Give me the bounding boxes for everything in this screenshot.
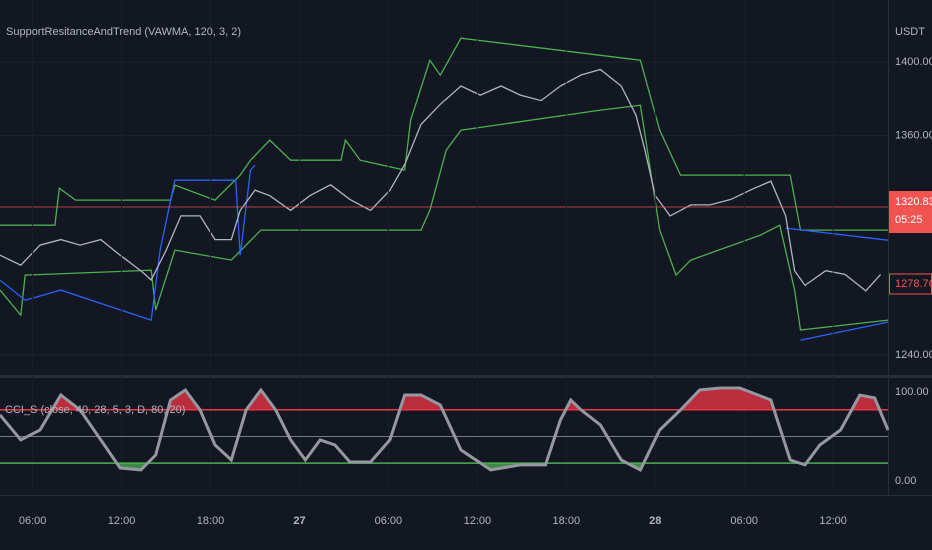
currency: USDT <box>895 26 925 38</box>
series-line <box>0 104 889 331</box>
indicator-title: SupportResitanceAndTrend (VAWMA, 120, 3,… <box>6 26 241 38</box>
series-line <box>0 68 882 292</box>
series-line <box>0 164 889 321</box>
price-marker-label: 1278.76 <box>895 278 932 290</box>
last-price-label: 1320.83 <box>895 196 932 208</box>
y-tick-label: 1400.00 <box>895 56 932 68</box>
level-fill <box>0 388 888 410</box>
x-tick-label: 06:00 <box>730 515 758 527</box>
series-line <box>800 321 889 341</box>
y-tick-label: 0.00 <box>895 475 916 487</box>
oscillator-title: CCI_S (close, 40, 28, 5, 3, D, 80, 20) <box>5 404 185 416</box>
x-tick-label: 12:00 <box>819 515 847 527</box>
x-tick-label: 12:00 <box>108 515 136 527</box>
last-price-tag <box>889 191 932 234</box>
oscillator-line <box>0 386 890 472</box>
x-tick-label: 27 <box>293 515 305 527</box>
y-tick-label: 1360.00 <box>895 129 932 141</box>
x-tick-label: 18:00 <box>197 515 225 527</box>
x-tick-label: 06:00 <box>375 515 403 527</box>
x-tick-label: 12:00 <box>464 515 492 527</box>
x-tick-label: 18:00 <box>553 515 581 527</box>
countdown-label: 05:25 <box>895 214 923 226</box>
x-tick-label: 06:00 <box>19 515 47 527</box>
level-fill <box>116 463 807 470</box>
y-tick-label: 1240.00 <box>895 349 932 361</box>
y-tick-label: 100.00 <box>895 386 929 398</box>
x-tick-label: 28 <box>649 515 661 527</box>
